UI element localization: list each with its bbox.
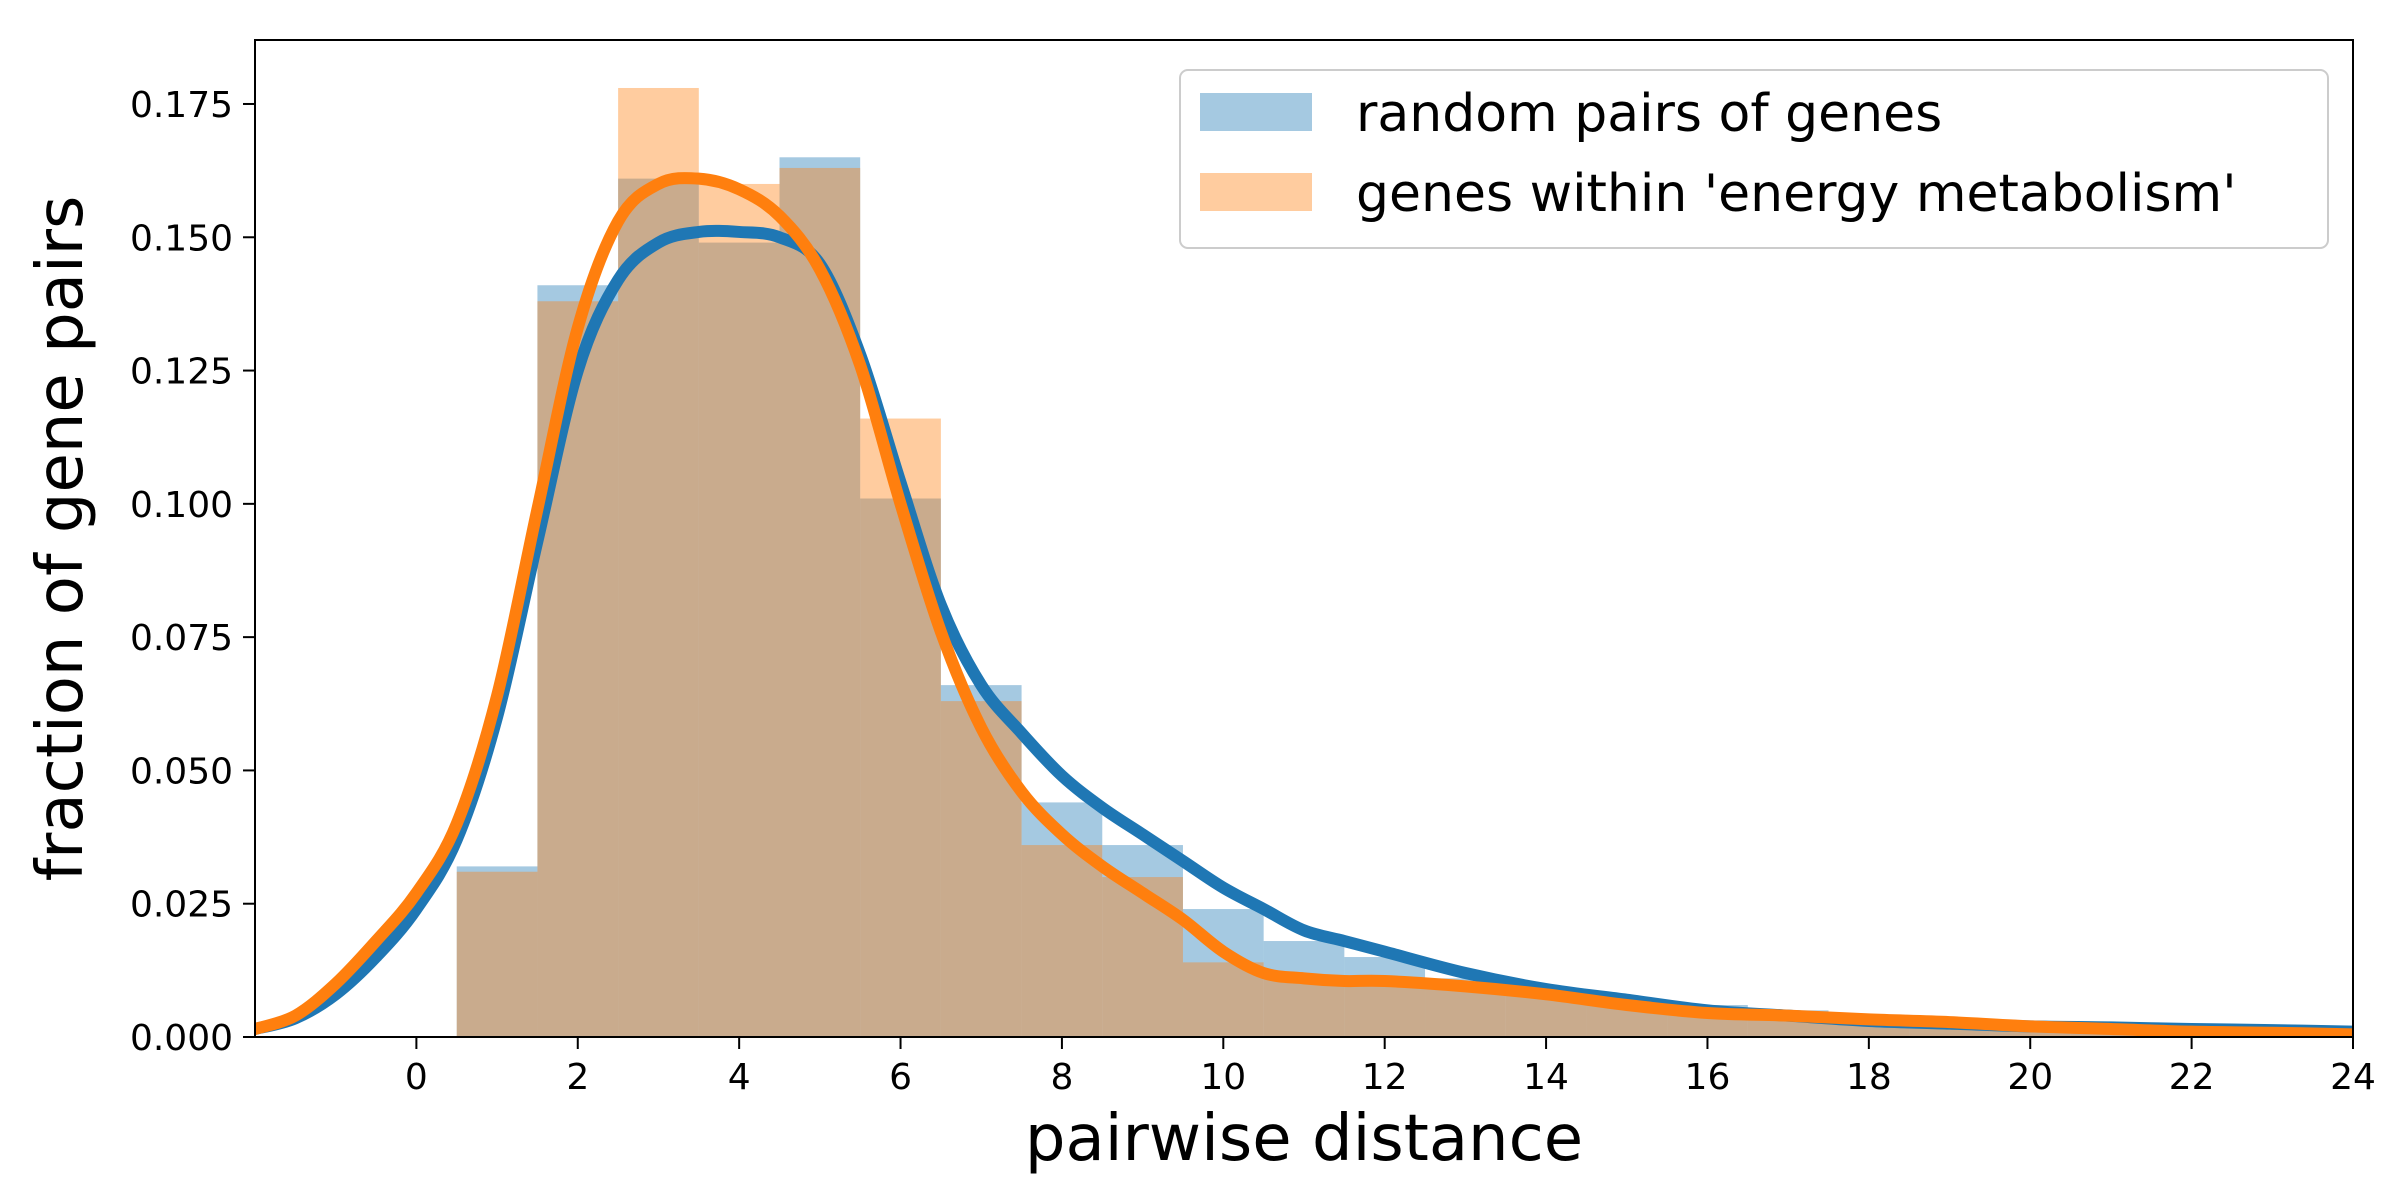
- y-axis-title: fraction of gene pairs: [24, 196, 98, 882]
- hist-bar-energy-metabolism: [940, 701, 1022, 1037]
- kde-line-energy-metabolism: [255, 172, 2353, 1037]
- y-tick-label: 0.000: [130, 1018, 233, 1059]
- y-tick-label: 0.150: [130, 218, 233, 259]
- y-tick-label: 0.025: [130, 885, 233, 926]
- x-tick-label: 24: [2330, 1057, 2376, 1098]
- x-tick-label: 2: [566, 1057, 589, 1098]
- legend-swatch-energy-metabolism: [1200, 173, 1312, 211]
- hist-bar-random-pairs: [537, 285, 619, 1037]
- hist-bar-energy-metabolism: [1263, 978, 1345, 1037]
- x-tick-label: 12: [1362, 1057, 1408, 1098]
- hist-bar-energy-metabolism: [1102, 877, 1183, 1037]
- y-tick-label: 0.175: [130, 85, 233, 126]
- legend-label-random-pairs: random pairs of genes: [1356, 84, 1942, 144]
- x-tick-label: 0: [405, 1057, 428, 1098]
- hist-bar-random-pairs: [456, 866, 538, 1037]
- x-tick-label: 8: [1050, 1057, 1073, 1098]
- hist-bar-random-pairs: [940, 685, 1022, 1037]
- y-axis-ticks: 0.000 0.025 0.050 0.075 0.100 0.125 0.150 0.175: [130, 85, 255, 1059]
- kde-layer: [255, 172, 2353, 1037]
- x-axis-ticks: 0 2 4 6 8 10 12 14 16 18 20 22 24: [405, 1037, 2376, 1098]
- plot-frame: [254, 39, 2354, 1038]
- x-tick-label: 22: [2169, 1057, 2215, 1098]
- hist-bar-energy-metabolism: [1021, 845, 1103, 1037]
- legend-label-energy-metabolism: genes within 'energy metabolism': [1356, 164, 2237, 224]
- x-tick-label: 6: [889, 1057, 912, 1098]
- y-tick-label: 0.050: [130, 751, 233, 792]
- hist-bar-energy-metabolism: [1182, 962, 1264, 1037]
- hist-bar-random-pairs: [1344, 957, 1426, 1037]
- y-tick-label: 0.125: [130, 352, 233, 393]
- x-tick-label: 20: [2007, 1057, 2053, 1098]
- hist-bar-energy-metabolism: [456, 871, 538, 1037]
- legend: random pairs of genes genes within 'ener…: [1179, 69, 2329, 249]
- hist-bar-energy-metabolism: [779, 167, 861, 1037]
- hist-bar-energy-metabolism: [698, 183, 780, 1037]
- axes-layer: [254, 39, 2354, 1038]
- hist-bar-random-pairs: [618, 178, 699, 1037]
- x-tick-label: 10: [1200, 1057, 1246, 1098]
- hist-bar-random-pairs: [698, 242, 780, 1037]
- x-tick-label: 4: [728, 1057, 751, 1098]
- y-tick-label: 0.075: [130, 618, 233, 659]
- x-tick-label: 14: [1523, 1057, 1569, 1098]
- legend-swatch-random-pairs: [1200, 93, 1312, 131]
- hist-bar-energy-metabolism: [537, 301, 619, 1037]
- legend-frame: [1179, 69, 2329, 249]
- y-tick-label: 0.100: [130, 485, 233, 526]
- x-tick-label: 18: [1846, 1057, 1892, 1098]
- x-axis-title: pairwise distance: [1025, 1102, 1583, 1176]
- x-tick-label: 16: [1685, 1057, 1731, 1098]
- hist-bar-random-pairs: [1263, 941, 1345, 1037]
